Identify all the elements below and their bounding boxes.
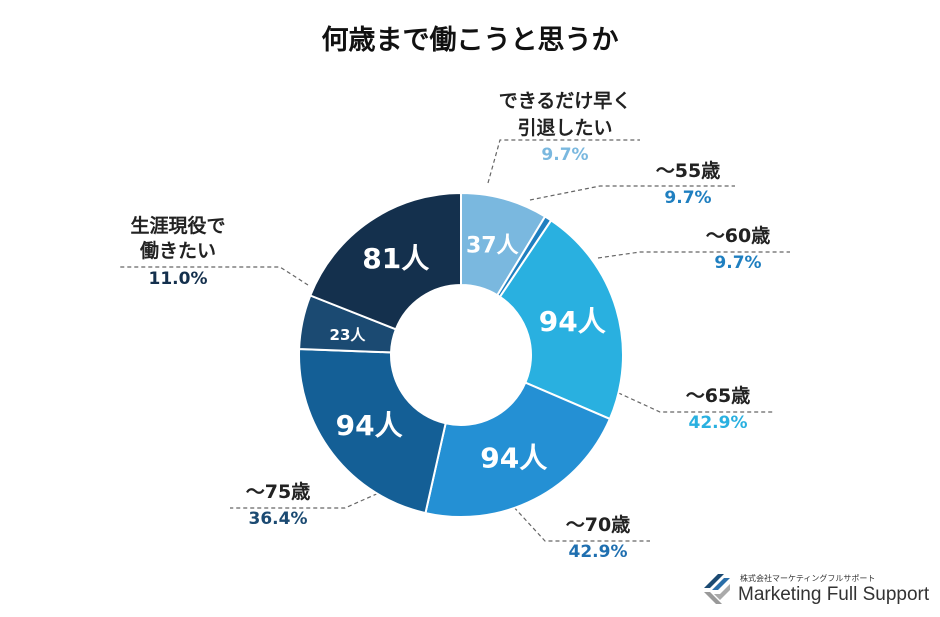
donut-slice-3 <box>424 381 612 518</box>
logo-mark-icon <box>704 574 730 604</box>
donut-slice-2 <box>498 218 624 421</box>
donut-slice-6 <box>309 191 462 331</box>
label-70-text: ～70歳 <box>565 514 631 536</box>
label-55: ～55歳 9.7% <box>656 158 720 212</box>
company-logo: 株式会社マーケティングフルサポート Marketing Full Support <box>700 570 929 610</box>
label-60-text: ～60歳 <box>705 225 771 247</box>
label-life: 生涯現役で 働きたい 11.0% <box>130 214 225 294</box>
leader-60 <box>597 251 790 259</box>
label-early: できるだけ早く 引退したい 9.7% <box>499 88 632 169</box>
pct-55: 9.7% <box>664 188 712 208</box>
label-65-text: ～65歳 <box>685 385 751 407</box>
pct-75: 36.4% <box>248 509 308 529</box>
slice-value-label-0: 37人 <box>466 233 519 258</box>
leader-65 <box>611 389 775 413</box>
leader-75 <box>230 487 391 509</box>
label-70: ～70歳 42.9% <box>566 512 630 566</box>
donut-slice-4 <box>298 347 447 515</box>
label-65: ～65歳 42.9% <box>686 383 750 437</box>
pct-early: 9.7% <box>541 145 589 165</box>
label-55-text: ～55歳 <box>655 160 721 182</box>
label-75: ～75歳 36.4% <box>246 479 310 533</box>
slice-value-label-4: 94人 <box>336 409 403 442</box>
leader-early <box>487 139 640 184</box>
pct-life: 11.0% <box>148 269 208 289</box>
slice-value-label-2: 94人 <box>539 305 606 338</box>
pct-65: 42.9% <box>688 413 748 433</box>
leader-lines <box>120 139 790 542</box>
label-75-text: ～75歳 <box>245 481 311 503</box>
leader-55 <box>529 185 735 201</box>
chart-title: 何歳まで働こうと思うか <box>321 25 619 56</box>
label-life-line1: 生涯現役で <box>130 215 226 237</box>
label-early-line2: 引退したい <box>517 117 613 139</box>
logo-company-en: Marketing Full Support <box>738 584 930 605</box>
label-life-line2: 働きたい <box>139 240 217 262</box>
label-60: ～60歳 9.7% <box>706 223 770 277</box>
slice-value-label-5: 23人 <box>330 326 367 344</box>
logo-company-jp: 株式会社マーケティングフルサポート <box>740 574 876 583</box>
slice-value-label-6: 81人 <box>362 242 429 275</box>
slice-value-label-3: 94人 <box>480 441 547 474</box>
pct-70: 42.9% <box>568 542 628 562</box>
pct-60: 9.7% <box>714 253 762 273</box>
label-early-line1: できるだけ早く <box>498 90 632 112</box>
